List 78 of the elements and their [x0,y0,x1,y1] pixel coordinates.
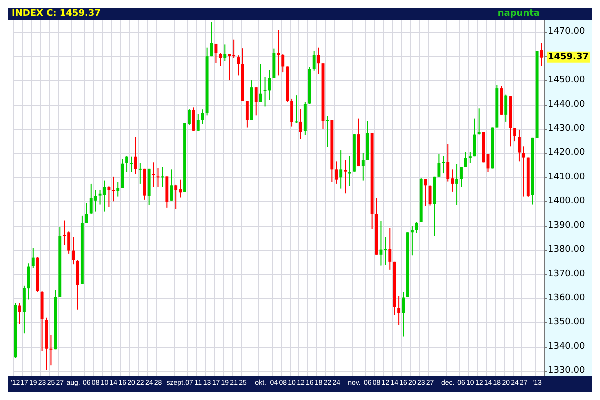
candlestick [116,182,120,198]
y-tick-label: 1380.00 [548,245,586,256]
candlestick [108,186,111,208]
candlestick [174,184,178,210]
candlestick [442,156,446,174]
candlestick [277,30,280,76]
candlestick [264,76,267,108]
y-tick-label: 1370.00 [548,269,586,280]
y-tick-label: 1350.00 [548,318,586,328]
candlestick [388,228,392,270]
candlestick [317,47,320,75]
y-tick-label: 1450.00 [548,76,586,86]
candlestick [196,114,200,132]
candlestick [456,164,459,206]
candlestick [254,87,258,116]
candlestick [460,166,463,188]
y-tick-label: 1420.00 [548,148,586,158]
candlestick [85,202,88,224]
y-tick-label: 1390.00 [548,220,586,231]
candlestick [259,64,262,103]
candlestick [326,116,330,148]
y-tick-label: 1360.00 [548,294,586,304]
candlestick [398,296,401,326]
candlestick [464,152,468,168]
candlestick [478,108,481,136]
candlestick [299,108,302,140]
candlestick [161,166,164,188]
chart-subtitle: napunta [498,8,540,20]
y-tick-label: 1470.00 [548,27,586,38]
candlestick [72,236,75,266]
candlestick [32,248,35,269]
candlestick [335,161,338,184]
y-tick-label: 1440.00 [548,100,586,110]
candlestick [428,185,432,206]
candlestick [282,54,285,74]
candlestick [228,54,232,82]
chart-title: INDEX C: 1459.37 [12,8,101,20]
y-tick-label: 1340.00 [548,342,586,352]
candlestick [219,52,222,67]
candlestick [446,144,450,182]
candlestick [348,156,352,187]
y-tick-label: 1410.00 [548,172,586,182]
candlestick [504,94,508,122]
candlestick [410,226,414,256]
candlestick [130,156,133,173]
candlestick [18,302,22,325]
candlestick [438,154,441,178]
candlestick [514,128,516,142]
candlestick [126,156,129,173]
candlestick [170,169,174,202]
candlestick [152,162,156,188]
y-tick-label: 1330.00 [548,366,586,376]
candlestick [134,136,138,176]
candlestick [340,150,343,190]
candlestick [94,190,98,212]
candlestick [344,160,348,194]
candlestick [384,236,388,266]
candlestick [473,118,476,158]
candlestick [312,50,316,72]
candlestick [518,129,521,162]
candlestick [201,109,204,125]
candlestick [402,292,405,338]
candlestick [246,100,249,128]
candlestick [224,44,227,62]
candlestick [522,146,526,198]
candlestick [362,152,365,182]
candlestick [415,222,418,234]
text: 1459.37 [548,52,589,62]
candlestick [112,176,116,202]
candlestick [424,178,428,207]
candlestick [290,98,294,128]
candlestick [468,152,472,164]
candlestick [295,95,298,124]
y-tick-label: 1430.00 [548,124,586,134]
candlestick [138,162,142,184]
candlestick [192,107,196,132]
y-tick-label: 1400.00 [548,196,586,207]
candlestick [237,55,240,76]
